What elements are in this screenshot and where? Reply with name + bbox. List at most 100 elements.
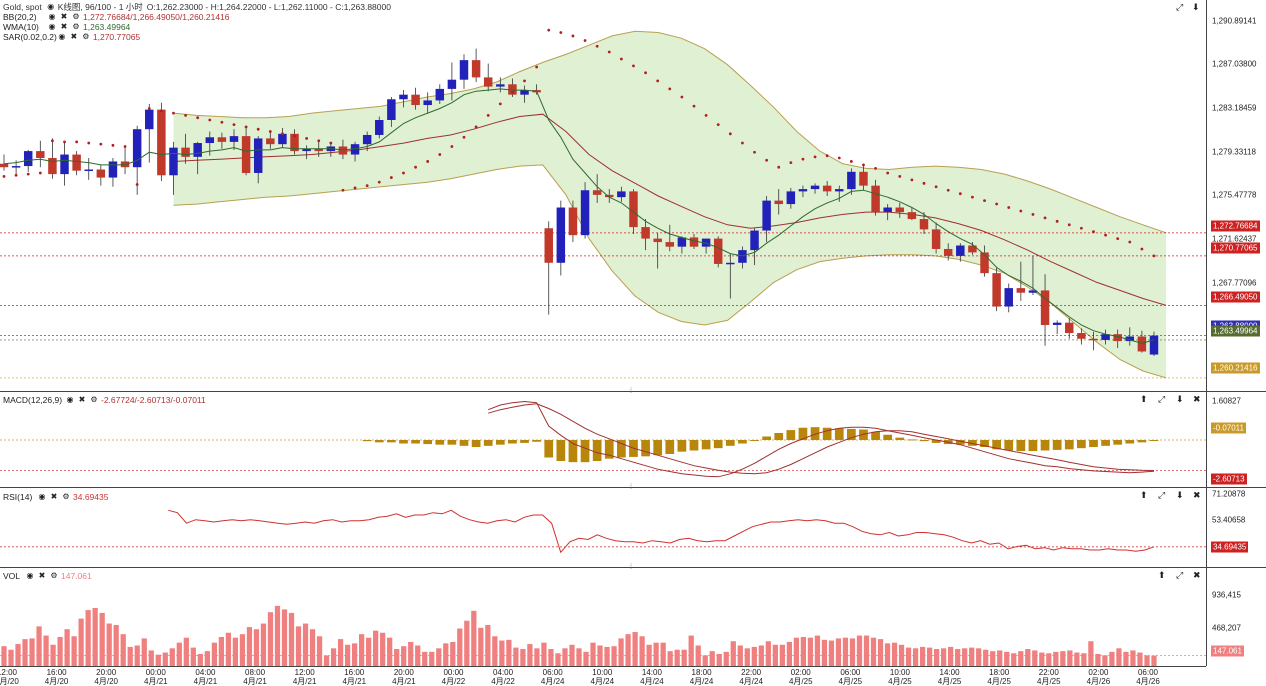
- close-icon[interactable]: ✖: [60, 22, 68, 31]
- arrow-up-icon[interactable]: ⬆: [1140, 394, 1148, 404]
- macd-axis[interactable]: 1.60827 -0.07011 -2.60713: [1206, 392, 1266, 488]
- macd-histogram-bar: [617, 440, 626, 458]
- volume-bar: [933, 649, 940, 666]
- price-axis[interactable]: 1,290.89141 1,287.03800 1,283.18459 1,27…: [1206, 0, 1266, 392]
- volume-bar: [744, 648, 750, 666]
- close-icon[interactable]: ✖: [60, 12, 68, 21]
- volume-bar: [976, 648, 982, 666]
- bollinger-band-area: [173, 31, 1167, 378]
- sar-dot: [523, 79, 526, 83]
- volume-chart[interactable]: [0, 568, 1206, 666]
- sar-dot: [874, 166, 877, 170]
- splitter-handle[interactable]: ⁞: [630, 484, 632, 491]
- eye-icon[interactable]: ◉: [47, 2, 55, 11]
- volume-bar: [660, 642, 666, 666]
- volume-pane[interactable]: VOL ◉ ✖ ⚙ 147.061 ⬆ ⤢ ✖ ⁞: [0, 564, 1206, 666]
- volume-bar: [520, 649, 526, 666]
- sar-dot: [656, 79, 660, 83]
- candle-body: [774, 200, 783, 205]
- close-icon[interactable]: ✖: [78, 395, 86, 404]
- sar-dot: [1031, 213, 1035, 216]
- candle-body: [253, 138, 263, 173]
- gear-icon[interactable]: ⚙: [82, 32, 90, 41]
- price-chart[interactable]: [0, 0, 1206, 392]
- eye-icon[interactable]: ◉: [66, 395, 74, 404]
- vol-tick: 468,207: [1212, 623, 1241, 633]
- arrow-up-icon[interactable]: ⬆: [1140, 490, 1148, 500]
- candle-body: [605, 194, 614, 198]
- arrow-down-icon[interactable]: ⬇: [1192, 2, 1200, 12]
- close-icon[interactable]: ✖: [1193, 570, 1201, 580]
- candle-body: [23, 151, 33, 167]
- volume-bar: [800, 636, 807, 666]
- macd-pane[interactable]: MACD(12,26,9) ◉ ✖ ⚙ -2.67724/-2.60713/-0…: [0, 388, 1206, 488]
- macd-chart[interactable]: [0, 392, 1206, 488]
- price-pane[interactable]: Gold, spot ◉ K线图, 96/100 - 1 小时 O:1,262.…: [0, 0, 1206, 392]
- close-icon[interactable]: ✖: [70, 32, 78, 41]
- candle-body: [362, 134, 372, 145]
- sar-dot: [753, 150, 756, 154]
- candle-body: [483, 77, 493, 87]
- eye-icon[interactable]: ◉: [48, 22, 56, 31]
- eye-icon[interactable]: ◉: [38, 492, 46, 501]
- gear-icon[interactable]: ⚙: [62, 492, 70, 501]
- time-tick-date: 4月/21: [292, 677, 317, 686]
- time-axis[interactable]: 12:004月/2016:004月/2020:004月/2000:004月/21…: [0, 666, 1206, 686]
- maximize-icon[interactable]: ⤢: [1158, 490, 1166, 500]
- time-tick-date: 4月/24: [640, 677, 664, 686]
- macd-histogram-bar: [1125, 440, 1135, 444]
- time-tick-label: 10:00 4月/25: [888, 668, 912, 686]
- volume-bar: [674, 649, 680, 666]
- close-icon[interactable]: ✖: [1193, 490, 1201, 500]
- sar-dot: [801, 157, 805, 161]
- candle-body: [689, 237, 699, 247]
- volume-bar: [534, 648, 540, 666]
- sar-dot: [305, 137, 309, 140]
- volume-bar: [1004, 651, 1010, 666]
- eye-icon[interactable]: ◉: [58, 32, 66, 41]
- rsi-axis[interactable]: 71.20878 53.40658 34.69435: [1206, 488, 1266, 568]
- time-tick-label: 10:00 4月/24: [591, 668, 615, 686]
- time-tick-date: 4月/25: [937, 677, 962, 686]
- maximize-icon[interactable]: ⤢: [1176, 2, 1184, 12]
- time-tick-time: 20:00: [96, 668, 117, 677]
- gear-icon[interactable]: ⚙: [50, 571, 58, 580]
- close-icon[interactable]: ✖: [38, 571, 46, 580]
- volume-bar: [695, 645, 701, 666]
- sar-dot: [825, 154, 829, 158]
- rsi-chart[interactable]: [0, 488, 1206, 568]
- volume-bar: [134, 645, 140, 666]
- time-tick-date: 4月/25: [888, 677, 912, 686]
- eye-icon[interactable]: ◉: [26, 571, 34, 580]
- time-tick-date: 4月/21: [193, 677, 218, 686]
- time-tick-date: 4月/20: [94, 677, 118, 686]
- volume-bar: [730, 641, 736, 666]
- gear-icon[interactable]: ⚙: [90, 395, 98, 404]
- gear-icon[interactable]: ⚙: [72, 22, 80, 31]
- macd-histogram-bar: [677, 440, 687, 452]
- volume-bar: [422, 651, 428, 666]
- arrow-down-icon[interactable]: ⬇: [1176, 394, 1184, 404]
- gear-icon[interactable]: ⚙: [72, 12, 80, 21]
- time-tick-time: 20:00: [393, 668, 414, 677]
- close-icon[interactable]: ✖: [1193, 394, 1201, 404]
- sar-dot: [934, 185, 938, 189]
- eye-icon[interactable]: ◉: [48, 12, 56, 21]
- close-icon[interactable]: ✖: [50, 492, 58, 501]
- candle-body: [278, 133, 287, 145]
- arrow-up-icon[interactable]: ⬆: [1158, 570, 1166, 580]
- time-tick-label: 04:00 4月/22: [491, 668, 515, 686]
- maximize-icon[interactable]: ⤢: [1158, 394, 1166, 404]
- splitter-handle[interactable]: ⁞: [630, 388, 632, 395]
- volume-bar: [162, 652, 168, 666]
- macd-tick: 1.60827: [1212, 396, 1241, 406]
- maximize-icon[interactable]: ⤢: [1176, 570, 1184, 580]
- candle-body: [302, 148, 311, 152]
- sar-dot: [38, 171, 42, 175]
- macd-histogram-bar: [750, 440, 759, 441]
- arrow-down-icon[interactable]: ⬇: [1176, 490, 1184, 500]
- candle-body: [399, 94, 408, 100]
- rsi-pane[interactable]: RSI(14) ◉ ✖ ⚙ 34.69435 ⬆ ⤢ ⬇ ✖ ⁞: [0, 484, 1206, 568]
- splitter-handle[interactable]: ⁞: [630, 564, 632, 571]
- volume-axis[interactable]: 936,415 468,207 147.061: [1206, 568, 1266, 666]
